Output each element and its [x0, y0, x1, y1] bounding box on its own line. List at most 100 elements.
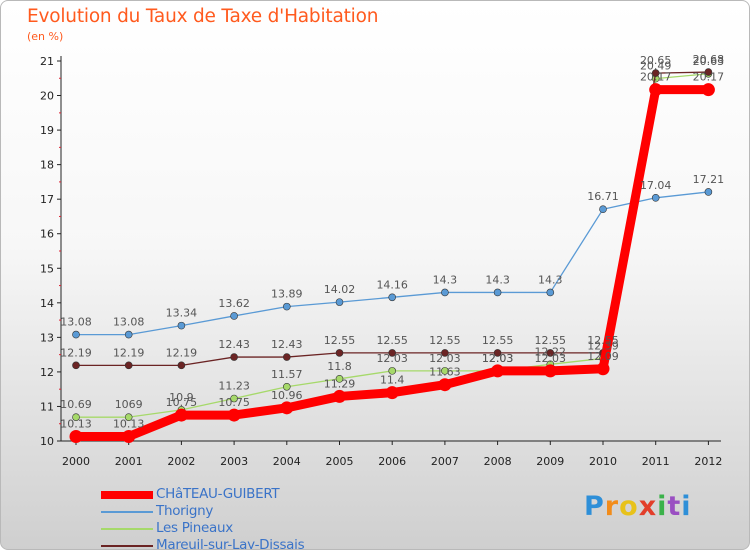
data-label: 12.55: [587, 334, 619, 347]
y-tick-label: 21: [40, 55, 54, 68]
data-point: [701, 83, 715, 97]
y-tick-label: 18: [40, 159, 54, 172]
data-point: [651, 69, 660, 77]
x-tick-label: 2012: [694, 455, 722, 468]
x-tick-label: 2001: [115, 455, 143, 468]
data-label: 10.13: [113, 418, 145, 431]
data-label: 12.03: [482, 352, 514, 365]
data-point: [122, 430, 136, 444]
data-point: [441, 367, 449, 375]
data-point: [333, 389, 346, 403]
data-label: 12.39: [587, 339, 619, 352]
data-point: [335, 375, 344, 383]
legend-swatch: [101, 491, 153, 499]
data-point: [704, 68, 713, 76]
y-tick-label: 13: [40, 331, 54, 344]
data-label: 12.55: [482, 334, 514, 347]
data-point: [282, 353, 291, 361]
data-label: 12.03: [535, 352, 567, 365]
data-label: 14.3: [538, 273, 563, 286]
data-point: [230, 312, 238, 320]
data-label: 12.19: [113, 346, 145, 359]
data-label: 14.02: [324, 283, 356, 296]
data-point: [124, 361, 133, 370]
data-label: 12.43: [271, 338, 303, 351]
data-label: 10.75: [166, 396, 198, 409]
chart-title: Evolution du Taux de Taxe d'Habitation: [27, 6, 379, 27]
data-label: 12.55: [324, 334, 356, 347]
data-point: [177, 361, 186, 370]
data-label: 12.55: [535, 334, 567, 347]
x-tick-label: 2010: [589, 455, 617, 468]
data-point: [282, 382, 291, 391]
x-tick-label: 2011: [642, 455, 670, 468]
data-point: [543, 364, 557, 378]
data-point: [124, 330, 133, 339]
proxiti-logo: Proxiti: [584, 491, 692, 522]
data-point: [599, 205, 607, 213]
data-label: 11.23: [218, 380, 250, 393]
data-label: 11.4: [380, 374, 405, 387]
legend-swatch: [101, 528, 153, 530]
chart-subtitle: (en %): [27, 30, 64, 43]
data-point: [388, 293, 397, 302]
data-point: [491, 364, 505, 378]
data-point: [335, 298, 344, 306]
data-label: 13.08: [113, 316, 145, 329]
logo-letter: x: [638, 491, 658, 522]
logo-letter: P: [584, 491, 605, 522]
data-point: [546, 349, 555, 357]
data-point: [385, 386, 399, 400]
data-point: [282, 302, 291, 311]
y-tick-label: 14: [40, 297, 54, 310]
data-label: 20.17: [640, 71, 672, 84]
data-point: [124, 413, 133, 421]
data-point: [174, 408, 188, 422]
y-tick-label: 20: [40, 90, 54, 103]
logo-letter: i: [657, 491, 668, 522]
data-point: [438, 378, 452, 392]
x-tick-label: 2006: [378, 455, 406, 468]
legend-label: CHâTEAU-GUIBERT: [156, 486, 280, 502]
data-point: [230, 353, 238, 361]
y-tick-label: 10: [40, 435, 54, 448]
data-point: [388, 349, 397, 357]
data-label: 20.63: [693, 55, 725, 68]
x-tick-label: 2004: [273, 455, 301, 468]
y-tick-label: 11: [40, 400, 54, 413]
data-label: 13.89: [271, 288, 303, 301]
data-label: 12.55: [376, 334, 408, 347]
x-tick-label: 2005: [326, 455, 354, 468]
data-point: [335, 349, 344, 357]
data-point: [280, 401, 294, 415]
data-point: [649, 83, 663, 97]
data-label: 13.08: [60, 316, 92, 329]
data-label: 10.75: [218, 396, 250, 409]
data-label: 12.03: [482, 352, 514, 365]
data-label: 12.09: [587, 350, 619, 363]
data-point: [72, 330, 80, 339]
data-label: 20.17: [693, 71, 725, 84]
logo-letter: r: [604, 491, 620, 522]
legend-swatch: [101, 545, 153, 547]
x-tick-label: 2009: [536, 455, 564, 468]
legend-label: Les Pineaux: [156, 520, 233, 536]
data-label: 20.68: [693, 53, 725, 66]
y-tick-label: 12: [40, 366, 54, 379]
data-point: [69, 430, 83, 444]
data-label: 20.49: [640, 60, 672, 73]
data-point: [546, 288, 555, 297]
x-tick-label: 2000: [62, 455, 90, 468]
data-label: 10.9: [169, 391, 194, 404]
data-label: 12.22: [535, 345, 567, 358]
data-label: 12.19: [166, 346, 198, 359]
data-label: 10.96: [271, 389, 303, 402]
data-label: 14.3: [433, 273, 458, 286]
data-point: [230, 394, 238, 403]
data-point: [441, 349, 449, 357]
legend-label: Mareuil-sur-Lay-Dissais: [156, 537, 305, 550]
data-label: 11.63: [429, 366, 461, 379]
data-label: 17.04: [640, 179, 672, 192]
